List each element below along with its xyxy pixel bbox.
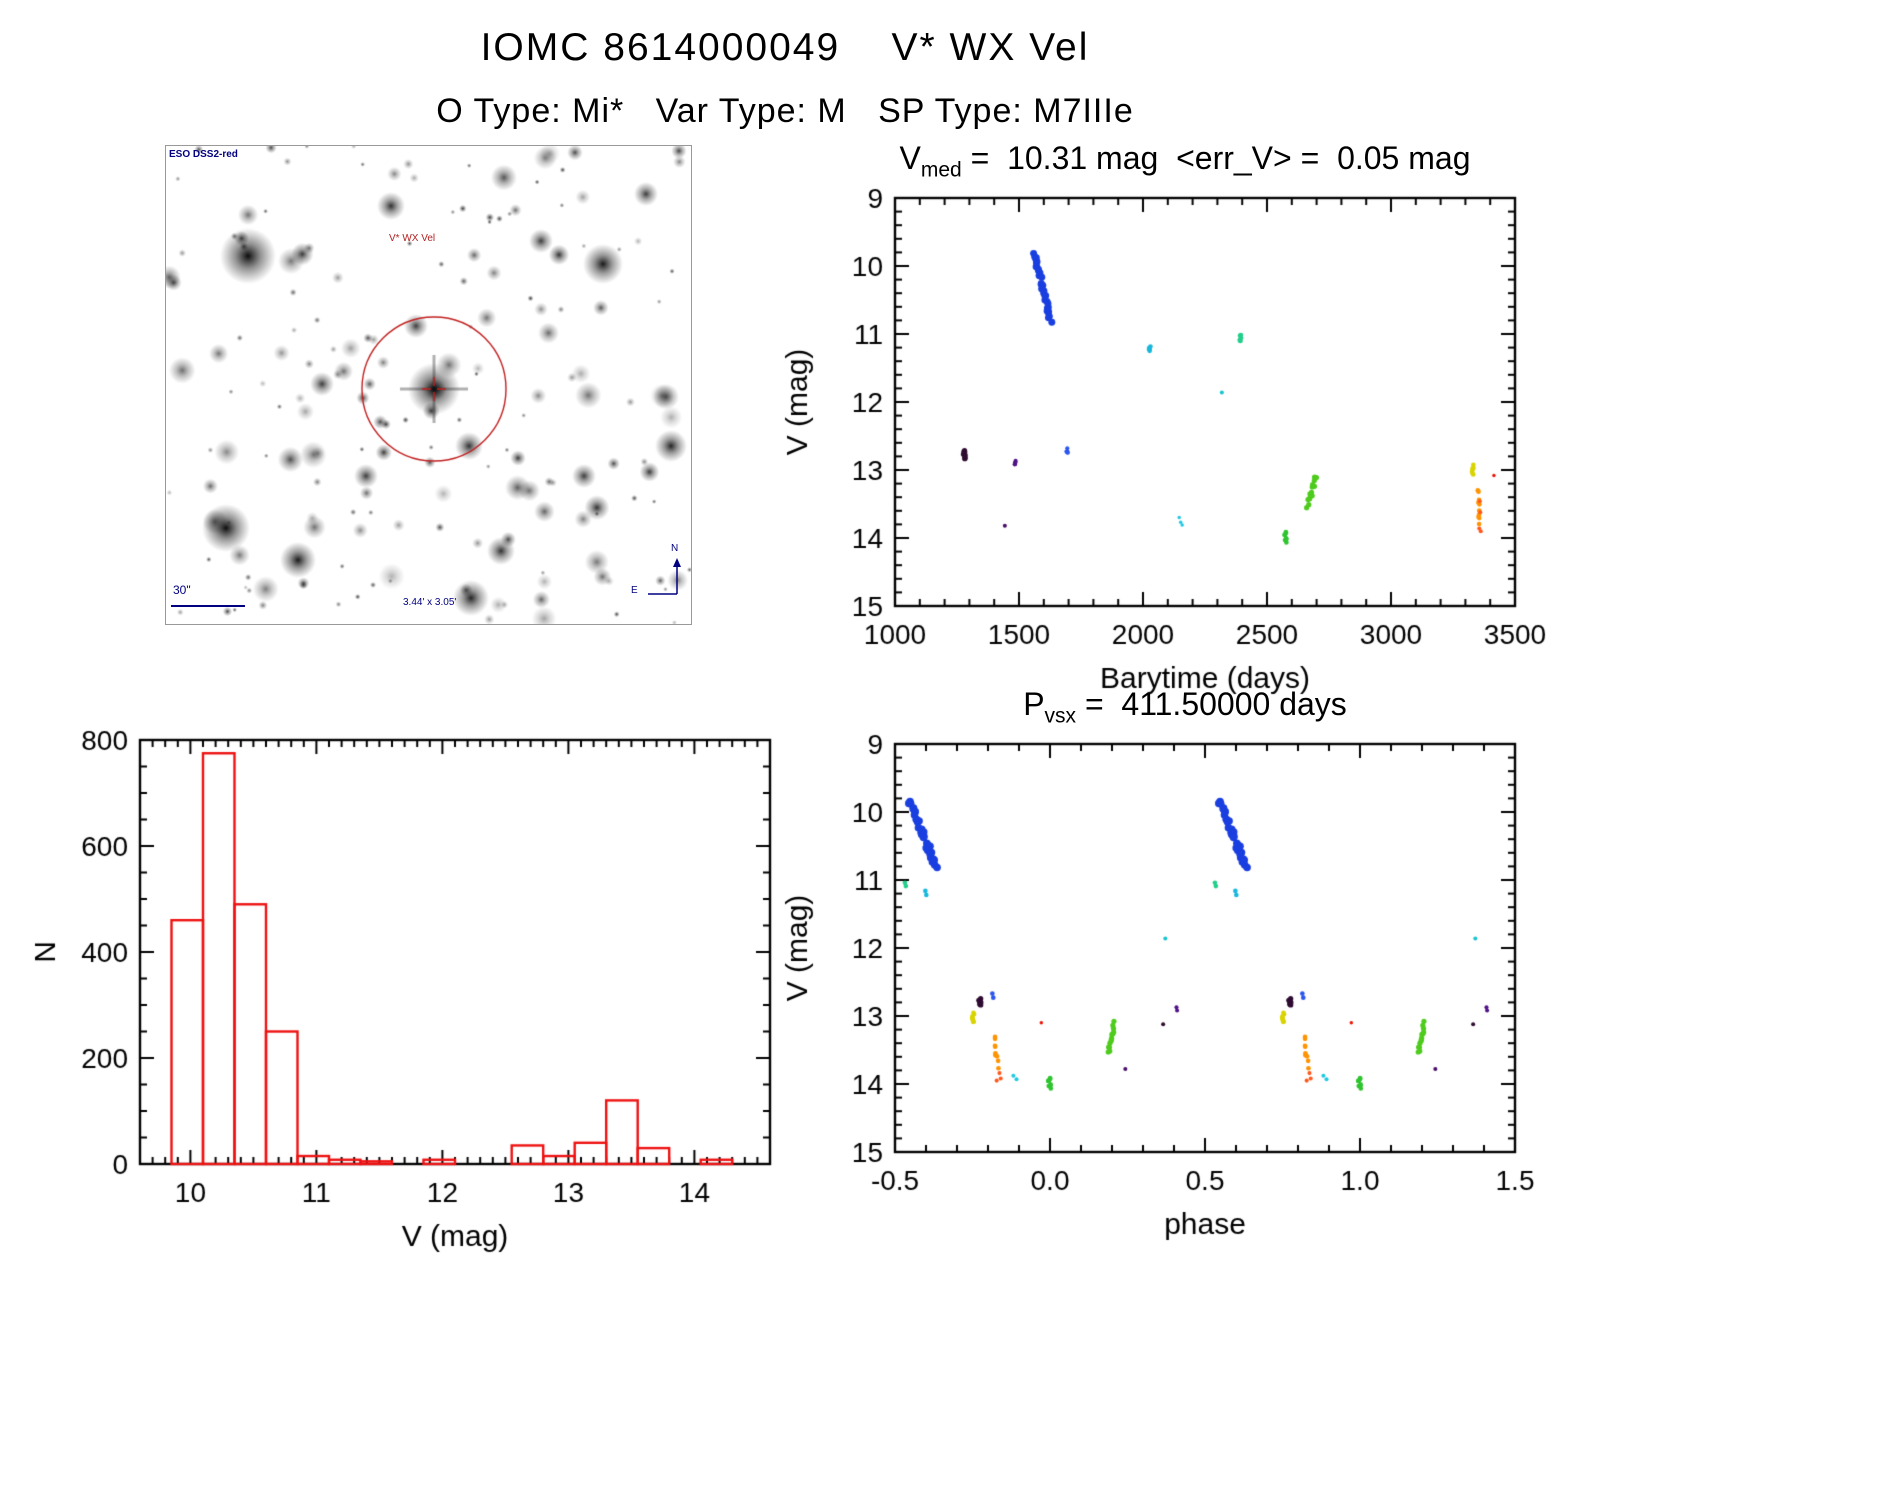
compass-north-label: N	[671, 543, 679, 554]
histogram-plot	[25, 718, 785, 1283]
finder-scalebar	[171, 605, 245, 607]
finder-chart-panel: ESO DSS2-red V* WX Vel 30" 3.44' x 3.05'…	[165, 145, 692, 625]
lightcurve-title: Vmed = 10.31 mag <err_V> = 0.05 mag	[755, 140, 1615, 182]
lightcurve-title-base: V	[899, 140, 921, 176]
finder-chart-image	[165, 145, 692, 625]
finder-fov-label: 3.44' x 3.05'	[403, 597, 457, 608]
lightcurve-panel: Vmed = 10.31 mag <err_V> = 0.05 mag	[755, 140, 1615, 730]
compass-arrow-icon	[648, 558, 681, 595]
object-type-line: O Type: Mi* Var Type: M SP Type: M7IIIe	[436, 92, 1134, 130]
lightcurve-plot	[755, 186, 1615, 730]
finder-scalebar-label: 30"	[173, 583, 191, 597]
phase-title-rest: = 411.50000 days	[1076, 686, 1347, 722]
compass-east-label: E	[631, 585, 638, 596]
phase-title-base: P	[1023, 686, 1045, 722]
phase-plot	[755, 732, 1615, 1276]
lightcurve-title-rest: = 10.31 mag <err_V> = 0.05 mag	[961, 140, 1471, 176]
phase-title-sub: vsx	[1044, 704, 1077, 728]
finder-survey-label: ESO DSS2-red	[169, 149, 238, 160]
finder-target-label: V* WX Vel	[389, 233, 436, 244]
phase-plot-panel: Pvsx = 411.50000 days	[755, 686, 1615, 1276]
page-title: IOMC 8614000049 V* WX Vel	[480, 26, 1090, 69]
histogram-panel	[25, 718, 785, 1283]
lightcurve-title-sub: med	[920, 158, 962, 182]
phase-plot-title: Pvsx = 411.50000 days	[755, 686, 1615, 728]
